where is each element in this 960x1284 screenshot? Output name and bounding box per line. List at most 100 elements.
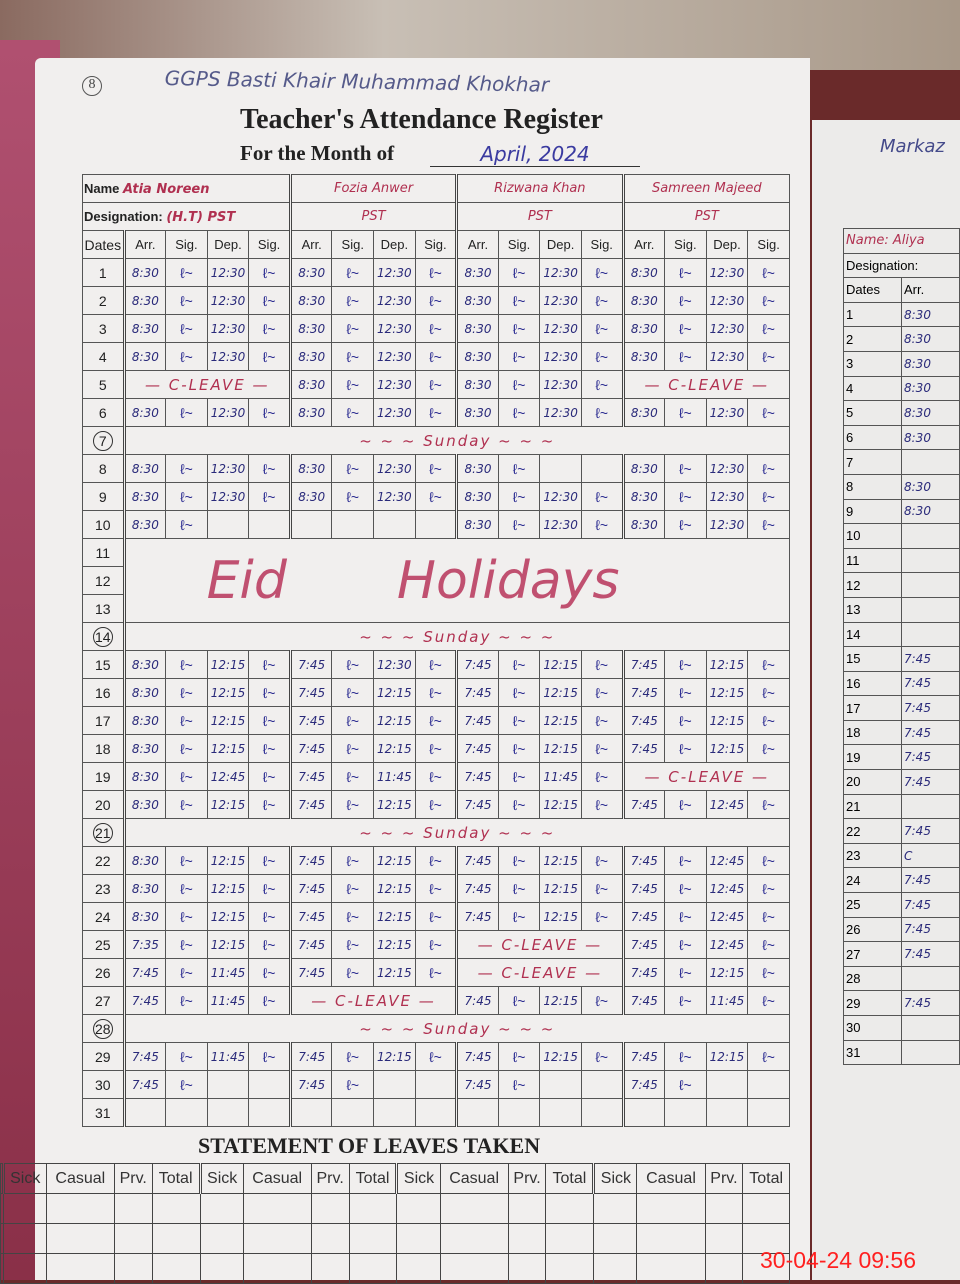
departure-signature: ℓ~ bbox=[580, 1042, 624, 1071]
leave-cell bbox=[636, 1223, 706, 1254]
departure-signature: ℓ~ bbox=[747, 258, 790, 287]
date-row: 19 8:30 ℓ~ 12:45 ℓ~ 7:45 ℓ~ 11:45 ℓ~ 7:45 ℓ~ 11:45 ℓ… bbox=[82, 762, 791, 791]
right-date-cell: 11 bbox=[843, 547, 902, 574]
arrival-time: 7:45 bbox=[621, 958, 666, 987]
arrival-time: 8:30 bbox=[288, 398, 333, 427]
leave-cell bbox=[507, 1193, 547, 1224]
departure-time: 12:30 bbox=[206, 258, 250, 287]
arrival-time: 7:45 bbox=[288, 1070, 333, 1099]
departure-signature bbox=[414, 1098, 458, 1127]
departure-signature: ℓ~ bbox=[248, 902, 291, 931]
departure-time: 12:45 bbox=[705, 790, 749, 819]
right-date-cell: 12 bbox=[843, 572, 902, 598]
departure-signature: ℓ~ bbox=[747, 846, 790, 875]
leave-col-prv: Prv. bbox=[113, 1163, 153, 1194]
departure-time: 12:15 bbox=[539, 902, 582, 931]
departure-signature: ℓ~ bbox=[248, 706, 291, 735]
departure-time: 12:15 bbox=[373, 790, 416, 819]
departure-time: 12:30 bbox=[705, 398, 749, 427]
departure-signature: ℓ~ bbox=[580, 986, 624, 1015]
departure-time: 12:30 bbox=[373, 314, 416, 343]
arrival-time: 7:45 bbox=[455, 650, 499, 679]
arrival-time: 7:45 bbox=[621, 790, 666, 819]
leave-cell bbox=[242, 1223, 312, 1254]
date-row: 18 8:30 ℓ~ 12:15 ℓ~ 7:45 ℓ~ 12:15 ℓ~ 7:45 ℓ~ 12:15 ℓ… bbox=[82, 734, 790, 763]
circled-date: 21 bbox=[92, 822, 113, 843]
month-value: April, 2024 bbox=[430, 142, 640, 167]
right-page-table: Name: Aliya Designation: Dates Arr. 1 8:30 2 8:… bbox=[843, 228, 960, 1066]
right-arrival-time: 8:30 bbox=[901, 424, 960, 451]
arrival-signature: ℓ~ bbox=[165, 398, 208, 427]
holiday-cell: Eid Holidays bbox=[122, 538, 791, 623]
arrival-signature: ℓ~ bbox=[331, 286, 375, 315]
departure-time: 12:30 bbox=[539, 314, 582, 343]
arrival-time: 7:45 bbox=[288, 1042, 333, 1071]
teacher-designation: PST bbox=[288, 202, 458, 231]
arrival-time: 8:30 bbox=[621, 258, 666, 287]
arrival-time bbox=[122, 1098, 167, 1127]
arrival-time: 8:30 bbox=[122, 314, 167, 343]
arrival-time: 8:30 bbox=[621, 482, 666, 511]
arrival-signature: ℓ~ bbox=[497, 874, 541, 903]
departure-signature: ℓ~ bbox=[248, 286, 291, 315]
departure-time: 12:15 bbox=[539, 1042, 582, 1071]
sunday-note: ~ ~ ~ Sunday ~ ~ ~ bbox=[122, 818, 791, 847]
departure-signature: ℓ~ bbox=[747, 482, 790, 511]
right-date-cell: 23 bbox=[843, 842, 902, 869]
arrival-signature: ℓ~ bbox=[331, 1042, 375, 1071]
leave-cell bbox=[151, 1193, 201, 1224]
arrival-signature: ℓ~ bbox=[497, 650, 541, 679]
arrival-time bbox=[621, 1098, 666, 1127]
arrival-time: 8:30 bbox=[621, 398, 666, 427]
right-date-cell: 18 bbox=[843, 719, 902, 746]
date-cell: 9 bbox=[82, 482, 125, 511]
arrival-signature bbox=[165, 1098, 208, 1127]
date-row: 4 8:30 ℓ~ 12:30 ℓ~ 8:30 ℓ~ 12:30 ℓ~ 8:30 ℓ~ 12:30 ℓ~… bbox=[82, 342, 790, 371]
arrival-time: 7:45 bbox=[621, 930, 666, 959]
right-arrival-time bbox=[901, 965, 960, 992]
departure-signature: ℓ~ bbox=[248, 650, 291, 679]
date-cell: 11 bbox=[82, 538, 125, 567]
leave-cell bbox=[242, 1193, 312, 1224]
arrival-time: 7:45 bbox=[621, 1042, 666, 1071]
arrival-time: 7:45 bbox=[621, 1070, 666, 1099]
arrival-signature: ℓ~ bbox=[165, 846, 208, 875]
departure-time: 12:15 bbox=[373, 846, 416, 875]
leave-cell bbox=[742, 1223, 790, 1254]
arrival-time: 7:45 bbox=[621, 706, 666, 735]
month-label: For the Month of bbox=[240, 141, 395, 165]
departure-time bbox=[373, 1098, 416, 1127]
arrival-time: 7:45 bbox=[455, 762, 499, 791]
arrival-time: 8:30 bbox=[288, 454, 333, 483]
arrival-time: 8:30 bbox=[122, 454, 167, 483]
right-date-cell: 30 bbox=[843, 1015, 902, 1041]
departure-signature: ℓ~ bbox=[747, 874, 790, 903]
date-cell: 2 bbox=[82, 286, 125, 315]
leave-cell bbox=[396, 1193, 441, 1224]
arrival-signature: ℓ~ bbox=[165, 1070, 208, 1099]
arrival-signature: ℓ~ bbox=[664, 846, 707, 875]
departure-time bbox=[705, 1098, 749, 1127]
arrival-time: 7:45 bbox=[621, 902, 666, 931]
leave-cell bbox=[151, 1253, 201, 1284]
leave-cell bbox=[199, 1223, 244, 1254]
arrival-time: 7:45 bbox=[621, 650, 666, 679]
departure-time: 12:30 bbox=[206, 482, 250, 511]
leave-cell bbox=[742, 1193, 790, 1224]
departure-signature: ℓ~ bbox=[580, 734, 624, 763]
arrival-time: 8:30 bbox=[122, 846, 167, 875]
leaves-table: Sick Casual Prv. Total Sick Casual Prv. Total Si… bbox=[0, 1163, 790, 1284]
departure-signature: ℓ~ bbox=[580, 790, 624, 819]
arr-header: Arr. bbox=[455, 230, 499, 259]
departure-time: 12:15 bbox=[373, 930, 416, 959]
arrival-time: 7:45 bbox=[455, 1070, 499, 1099]
departure-signature: ℓ~ bbox=[414, 258, 458, 287]
date-row: 22 8:30 ℓ~ 12:15 ℓ~ 7:45 ℓ~ 12:15 ℓ~ 7:45 ℓ~ 12:15 ℓ… bbox=[82, 846, 790, 875]
arrival-time: 7:45 bbox=[621, 874, 666, 903]
date-row: 7 ~ ~ ~ Sunday ~ ~ ~ bbox=[82, 426, 791, 455]
departure-time: 12:30 bbox=[206, 454, 250, 483]
arrival-signature: ℓ~ bbox=[165, 678, 208, 707]
arrival-time: 8:30 bbox=[122, 398, 167, 427]
date-row: 15 8:30 ℓ~ 12:15 ℓ~ 7:45 ℓ~ 12:30 ℓ~ 7:45 ℓ~ 12:15 ℓ… bbox=[82, 650, 790, 679]
departure-time: 12:15 bbox=[705, 958, 749, 987]
